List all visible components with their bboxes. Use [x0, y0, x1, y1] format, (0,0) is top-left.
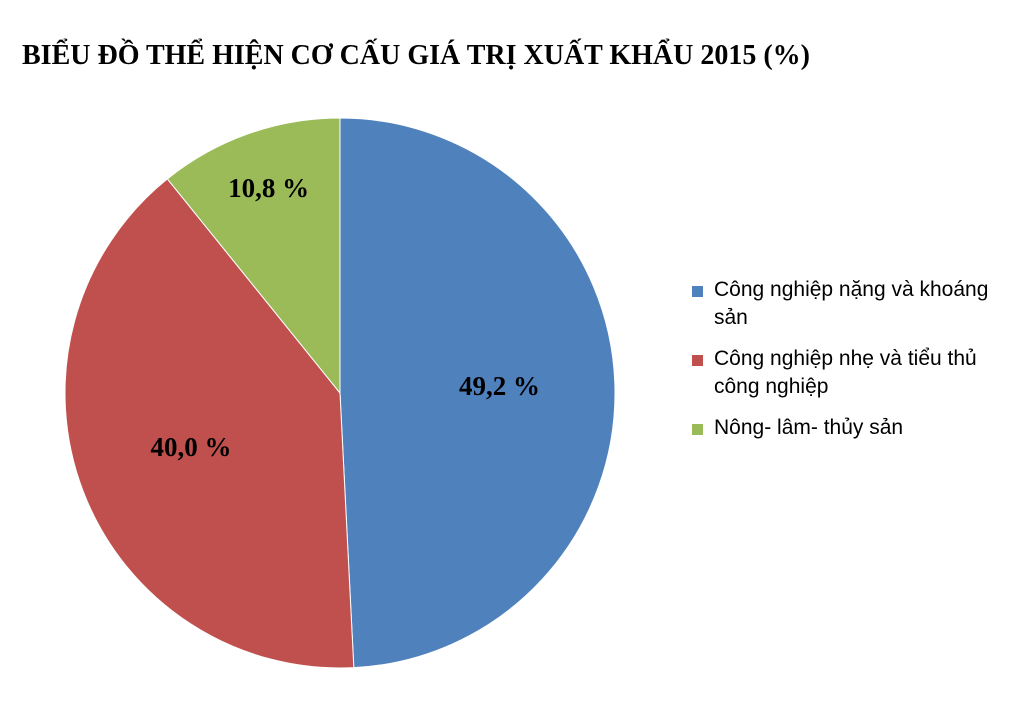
- pie-slice: [64, 178, 355, 669]
- data-label: 40,0 %: [150, 432, 231, 462]
- legend-item: Nông- lâm- thủy sản: [692, 414, 992, 442]
- data-label: 49,2 %: [459, 371, 540, 401]
- legend-item: Công nghiệp nhẹ và tiểu thủ công nghiệp: [692, 345, 992, 401]
- legend-swatch: [692, 286, 703, 297]
- pie-slice: [339, 117, 616, 669]
- legend: Công nghiệp nặng và khoáng sản Công nghiệ…: [692, 276, 992, 455]
- pie-slice: [166, 117, 341, 395]
- legend-label: Công nghiệp nặng và khoáng sản: [714, 278, 989, 329]
- legend-item: Công nghiệp nặng và khoáng sản: [692, 276, 992, 332]
- legend-label: Nông- lâm- thủy sản: [714, 416, 904, 439]
- chart-title: BIỂU ĐỒ THỂ HIỆN CƠ CẤU GIÁ TRỊ XUẤT KHẨ…: [22, 39, 810, 71]
- legend-swatch: [692, 355, 703, 366]
- legend-label: Công nghiệp nhẹ và tiểu thủ công nghiệp: [714, 347, 977, 398]
- legend-swatch: [692, 424, 703, 435]
- data-label: 10,8 %: [228, 173, 309, 203]
